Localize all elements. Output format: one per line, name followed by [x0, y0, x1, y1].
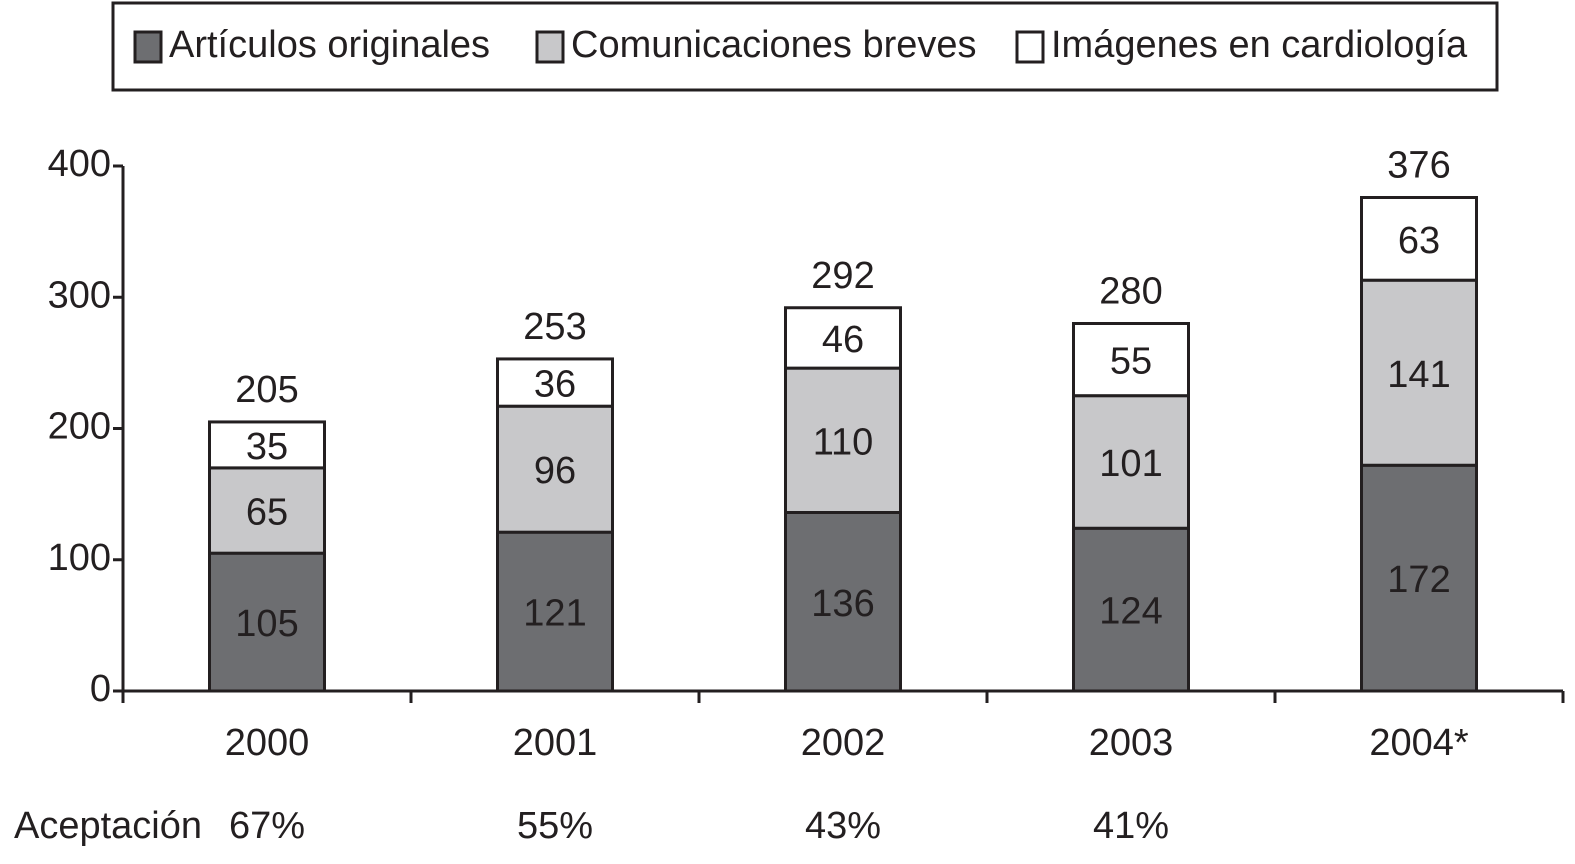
acceptance-value: 67%: [229, 805, 305, 847]
value-label: 121: [523, 593, 586, 635]
value-label: 36: [534, 364, 576, 406]
total-label: 292: [811, 255, 874, 297]
y-tick-label: 200: [48, 406, 111, 448]
bar-segment: [1360, 196, 1478, 282]
value-label: 65: [246, 492, 288, 534]
bar-segment: [496, 404, 614, 534]
value-label: 136: [811, 583, 874, 625]
bar-segment: [496, 357, 614, 408]
legend-label: Comunicaciones breves: [571, 24, 977, 66]
x-tick-label: 2000: [225, 722, 310, 764]
y-tick-label: 0: [90, 668, 111, 710]
bar-segment: [784, 366, 902, 514]
value-label: 46: [822, 319, 864, 361]
x-tick-label: 2001: [513, 722, 598, 764]
legend-label: Imágenes en cardiología: [1051, 24, 1468, 66]
bar-segment: [208, 420, 326, 470]
bar-segment: [496, 530, 614, 693]
value-label: 124: [1099, 591, 1162, 633]
value-label: 101: [1099, 443, 1162, 485]
legend-swatch: [133, 30, 163, 64]
bar-segment: [784, 306, 902, 370]
bar-segment: [1072, 394, 1190, 530]
x-tick-label: 2002: [801, 722, 886, 764]
value-label: 63: [1398, 220, 1440, 262]
legend-swatch: [1015, 30, 1045, 64]
total-label: 376: [1387, 145, 1450, 187]
bar-segment: [1072, 322, 1190, 398]
bar-segment: [208, 466, 326, 555]
total-label: 253: [523, 306, 586, 348]
total-label: 280: [1099, 271, 1162, 313]
bar-segment: [1072, 526, 1190, 693]
y-tick-label: 400: [48, 143, 111, 185]
value-label: 96: [534, 450, 576, 492]
value-label: 141: [1387, 354, 1450, 396]
acceptance-value: 41%: [1093, 805, 1169, 847]
legend-box: [111, 1, 1499, 92]
acceptance-value: 55%: [517, 805, 593, 847]
value-label: 172: [1387, 559, 1450, 601]
x-tick-label: 2004*: [1369, 722, 1469, 764]
y-tick-label: 300: [48, 274, 111, 316]
bar-segment: [784, 511, 902, 693]
acceptance-label: Aceptación: [14, 805, 202, 847]
x-tick-label: 2003: [1089, 722, 1174, 764]
value-label: 35: [246, 426, 288, 468]
value-label: 55: [1110, 341, 1152, 383]
value-label: 105: [235, 603, 298, 645]
legend-swatch: [535, 30, 565, 64]
legend-label: Artículos originales: [169, 24, 490, 66]
total-label: 205: [235, 369, 298, 411]
y-tick-label: 100: [48, 537, 111, 579]
acceptance-value: 43%: [805, 805, 881, 847]
value-label: 110: [813, 421, 874, 463]
